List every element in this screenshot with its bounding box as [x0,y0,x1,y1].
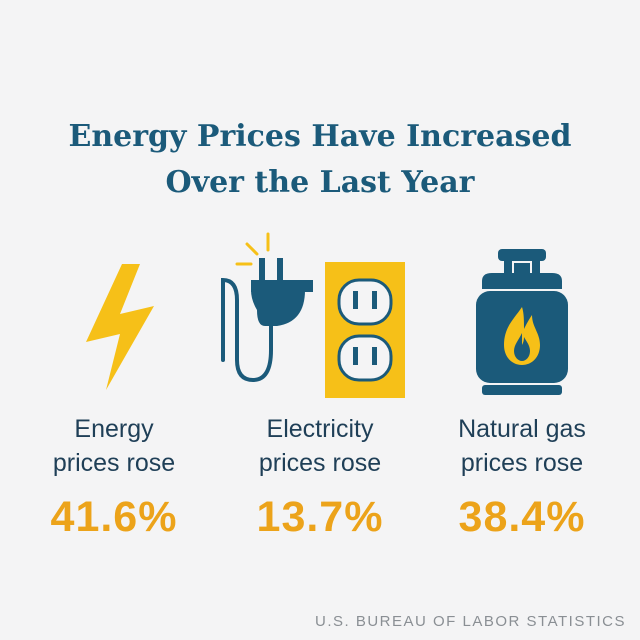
stat-label-line-2: prices rose [52,449,176,477]
source-credit: U.S. BUREAU OF LABOR STATISTICS [315,613,626,630]
lightning-bolt-icon [86,264,154,390]
title-line-2: Over the Last Year [165,165,475,200]
plug-cord [221,277,273,383]
stat-label: Natural gas prices rose [422,412,622,480]
stat-value: 41.6% [50,493,178,541]
stat-value: 38.4% [458,493,586,541]
stat-label-line-2: prices rose [460,449,584,477]
stat-label-line-2: prices rose [258,449,382,477]
stat-label-line-1: Energy [74,415,154,443]
gas-tank-icon [476,249,568,395]
stat-label-line-1: Electricity [266,415,374,443]
stat-label-line-1: Natural gas [458,415,586,443]
stat-label: Energy prices rose [14,412,214,480]
plug-and-outlet-icon [221,232,405,398]
stat-electricity: Electricity prices rose 13.7% [220,412,420,542]
stat-label: Electricity prices rose [220,412,420,480]
spark-lines [235,232,270,266]
stat-natural-gas: Natural gas prices rose 38.4% [422,412,622,542]
title-line-1: Energy Prices Have Increased [68,119,572,154]
stat-value: 13.7% [256,493,384,541]
page-title: Energy Prices Have Increased Over the La… [0,114,640,206]
stat-energy: Energy prices rose 41.6% [14,412,214,542]
